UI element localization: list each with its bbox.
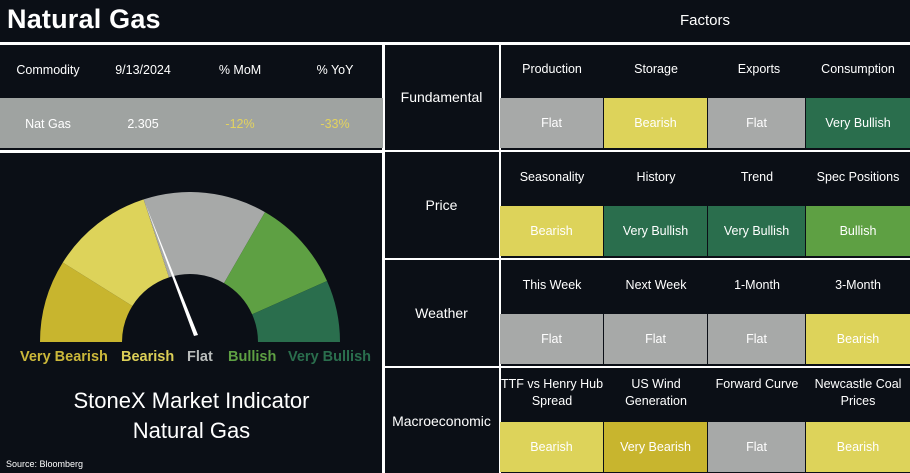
gauge-segment-bearish xyxy=(62,199,169,306)
factor-cell: Bearish xyxy=(806,422,910,472)
grid-divider-2 xyxy=(384,258,910,260)
commodity-yoy: -33% xyxy=(320,117,350,131)
grid-divider-1 xyxy=(384,150,910,152)
section-label-macroeconomic: Macroeconomic xyxy=(392,413,491,429)
factors-title: Factors xyxy=(679,12,730,29)
factor-header: Storage xyxy=(634,62,678,76)
factor-cell: Very Bullish xyxy=(806,98,910,148)
gauge-segment-bullish xyxy=(224,212,328,315)
factor-header: 1-Month xyxy=(734,278,780,292)
left-section-divider xyxy=(0,150,383,153)
factor-header: This Week xyxy=(522,278,582,292)
factor-header: Forward Curve xyxy=(715,377,799,391)
gauge-segment-very-bullish xyxy=(252,280,340,342)
factor-header: TTF vs Henry Hub Spread xyxy=(500,377,604,408)
factor-cell: Bearish xyxy=(604,98,707,148)
table-header: % MoM xyxy=(218,63,262,77)
legend-very-bullish: Very Bullish xyxy=(288,349,372,365)
factor-header: Newcastle Coal Prices xyxy=(814,377,902,408)
legend-very-bearish: Very Bearish xyxy=(20,349,108,365)
center-divider xyxy=(382,42,385,473)
factor-header: Exports xyxy=(737,62,781,76)
factor-header: Spec Positions xyxy=(816,170,900,184)
indicator-title-line-2: Natural Gas xyxy=(132,418,251,443)
commodity-name: Nat Gas xyxy=(25,117,71,131)
factor-header: History xyxy=(636,170,676,184)
commodity-mom: -12% xyxy=(225,117,255,131)
factor-cell: Bearish xyxy=(500,422,603,472)
factor-header: Production xyxy=(522,62,582,76)
legend-bullish: Bullish xyxy=(228,349,277,365)
factor-header: 3-Month xyxy=(835,278,881,292)
indicator-title: StoneX Market Indicator Natural Gas xyxy=(0,386,383,446)
factor-header: Trend xyxy=(740,170,774,184)
gauge-needle xyxy=(145,203,198,336)
table-row xyxy=(0,98,383,148)
factor-cell: Very Bearish xyxy=(604,422,707,472)
factor-header: Seasonality xyxy=(519,170,585,184)
factor-cell: Flat xyxy=(500,314,603,364)
factor-cell: Bearish xyxy=(500,206,603,256)
table-header: Commodity xyxy=(16,63,80,77)
factor-cell: Flat xyxy=(708,98,805,148)
table-header: % YoY xyxy=(316,63,354,77)
commodity-price: 2.305 xyxy=(127,117,159,131)
section-label-fundamental: Fundamental xyxy=(400,89,483,105)
top-divider xyxy=(0,42,910,45)
factor-cell: Bullish xyxy=(806,206,910,256)
legend-bearish: Bearish xyxy=(121,349,175,365)
factor-cell: Flat xyxy=(500,98,603,148)
table-header: 9/13/2024 xyxy=(115,63,171,77)
label-column-divider xyxy=(499,44,501,473)
gauge-segment-very-bearish xyxy=(40,262,133,342)
factor-header: Consumption xyxy=(821,62,895,76)
factor-cell: Flat xyxy=(708,422,805,472)
factor-cell: Very Bullish xyxy=(708,206,805,256)
section-label-weather: Weather xyxy=(415,305,468,321)
factor-cell: Very Bullish xyxy=(604,206,707,256)
factor-header: US Wind Generation xyxy=(625,377,687,408)
factor-cell: Bearish xyxy=(806,314,910,364)
legend-flat: Flat xyxy=(187,349,213,365)
page-title: Natural Gas xyxy=(7,4,161,34)
factor-header: Next Week xyxy=(625,278,687,292)
grid-divider-3 xyxy=(384,366,910,368)
section-label-price: Price xyxy=(425,197,458,213)
factor-cell: Flat xyxy=(604,314,707,364)
factor-cell: Flat xyxy=(708,314,805,364)
market-indicator-gauge xyxy=(40,192,340,342)
source-note: Source: Bloomberg xyxy=(6,459,84,469)
gauge-segment-flat xyxy=(143,192,265,284)
indicator-title-line-1: StoneX Market Indicator xyxy=(73,388,310,413)
